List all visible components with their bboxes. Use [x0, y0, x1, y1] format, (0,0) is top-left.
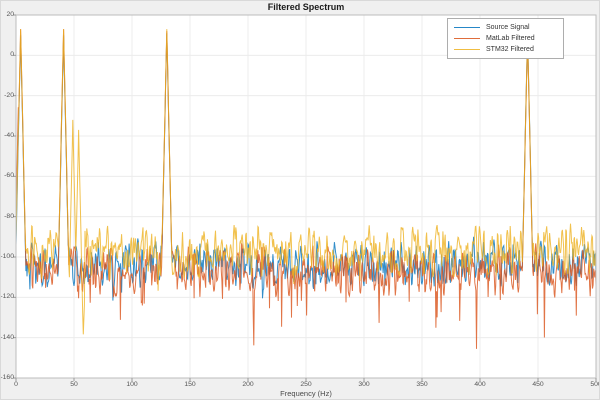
y-tick-label: -100	[0, 253, 14, 260]
x-tick-label: 0	[14, 381, 18, 388]
series-path-source-signal	[15, 31, 597, 301]
legend-entry: STM32 Filtered	[454, 44, 559, 55]
legend-line-sample	[454, 49, 480, 51]
y-tick-label: -40	[4, 132, 14, 139]
x-tick-label: 250	[300, 381, 312, 388]
x-tick-label: 350	[416, 381, 428, 388]
x-tick-label: 500	[590, 381, 599, 388]
y-tick-label: -140	[0, 333, 14, 341]
legend-line-sample	[454, 38, 480, 40]
legend-entry: Source Signal	[454, 22, 559, 33]
x-tick-label: 300	[358, 381, 370, 388]
x-axis-label: Frequency (Hz)	[280, 389, 332, 398]
series-path-matlab-filtered	[15, 29, 597, 349]
legend-entry-label: STM32 Filtered	[486, 46, 534, 53]
y-tick-label: -120	[0, 293, 14, 301]
y-tick-label: -80	[4, 212, 14, 220]
y-tick-label: 0	[10, 51, 14, 59]
legend-line-sample	[454, 27, 480, 29]
x-tick-label: 50	[70, 381, 78, 388]
y-tick-label: -20	[4, 91, 14, 99]
x-tick-label: 450	[532, 381, 544, 388]
legend: Source Signal MatLab Filtered STM32 Filter…	[447, 18, 564, 59]
x-tick-label: 150	[184, 381, 196, 388]
series-path-stm32-filtered	[15, 29, 597, 335]
x-tick-label: 100	[126, 381, 138, 388]
legend-entry-label: MatLab Filtered	[486, 35, 535, 42]
x-tick-label: 200	[242, 381, 254, 388]
legend-entry-label: Source Signal	[486, 24, 530, 31]
x-tick-label: 400	[474, 381, 486, 388]
y-tick-label: 20	[6, 11, 14, 18]
y-tick-label: -160	[0, 374, 14, 381]
legend-entry: MatLab Filtered	[454, 33, 559, 44]
chart-title: Filtered Spectrum	[267, 2, 345, 12]
y-tick-label: -60	[4, 172, 14, 180]
